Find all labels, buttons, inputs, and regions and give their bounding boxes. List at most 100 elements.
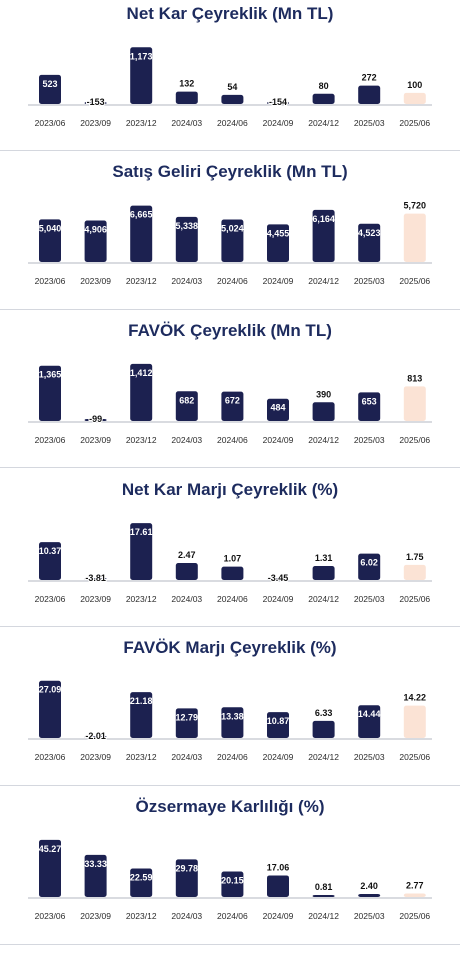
x-tick-label: 2024/09 <box>263 118 294 128</box>
bar <box>221 707 244 738</box>
bar <box>403 386 426 421</box>
bar <box>175 91 198 104</box>
bar <box>403 213 426 262</box>
chart-title: FAVÖK Çeyreklik (Mn TL) <box>128 321 332 340</box>
x-tick-label: 2025/06 <box>399 276 430 286</box>
bar <box>84 419 107 421</box>
data-label: 1,365 <box>39 370 62 380</box>
chart-panel-net-kar: Net Kar Çeyreklik (Mn TL) 523 2023/06 -153… <box>0 0 460 150</box>
data-label: 6.02 <box>360 558 378 568</box>
bar <box>312 895 335 897</box>
separator <box>0 944 460 945</box>
x-tick-label: 2024/09 <box>263 276 294 286</box>
x-tick-label: 2025/06 <box>399 435 430 445</box>
chart-panel-favok-marji: FAVÖK Marjı Çeyreklik (%) 27.09 2023/06 -2… <box>0 634 460 784</box>
data-label: 13.38 <box>221 711 244 721</box>
bar <box>84 102 107 104</box>
data-label: 4,455 <box>267 228 290 238</box>
x-tick-label: 2023/12 <box>126 435 157 445</box>
data-label: 29.78 <box>176 863 199 873</box>
data-label: 682 <box>179 395 194 405</box>
bar <box>39 839 61 897</box>
data-label: 2.40 <box>360 881 378 891</box>
x-tick-label: 2025/03 <box>354 752 385 762</box>
bar <box>358 85 381 104</box>
bar <box>267 578 289 580</box>
data-label: 1.07 <box>224 554 242 564</box>
bar <box>403 705 426 738</box>
data-label: 45.27 <box>39 844 62 854</box>
bar <box>84 220 107 262</box>
x-tick-label: 2023/09 <box>80 118 111 128</box>
data-label: -3.81 <box>85 573 106 583</box>
x-tick-label: 2023/12 <box>126 911 157 921</box>
bar <box>175 708 198 738</box>
data-label: 132 <box>179 79 194 89</box>
bar <box>221 219 244 262</box>
x-tick-label: 2024/09 <box>263 594 294 604</box>
data-label: -153 <box>87 97 105 107</box>
data-label: 6.33 <box>315 708 333 718</box>
x-tick-label: 2024/12 <box>308 911 339 921</box>
data-label: 14.44 <box>358 709 381 719</box>
bar <box>221 871 244 897</box>
bar <box>39 365 61 421</box>
bar <box>358 893 381 897</box>
data-label: 5,338 <box>176 221 199 231</box>
chart-title: Net Kar Marjı Çeyreklik (%) <box>121 480 339 499</box>
data-label: 54 <box>227 82 237 92</box>
bar <box>312 566 335 580</box>
bar <box>175 391 198 421</box>
bar <box>130 47 153 104</box>
x-tick-label: 2023/06 <box>35 435 66 445</box>
bar-chart-favok-marji: 27.09 2023/06 -2.01 2023/09 21.18 2023/12 12.7… <box>28 680 432 762</box>
data-label: 100 <box>407 80 422 90</box>
x-tick-label: 2024/06 <box>217 752 248 762</box>
data-label: 6,665 <box>130 210 153 220</box>
chart-title: Net Kar Çeyreklik (Mn TL) <box>126 4 334 23</box>
data-label: 33.33 <box>84 859 107 869</box>
chart-panel-net-kar-marji: Net Kar Marjı Çeyreklik (%) 10.37 2023/06… <box>0 476 460 626</box>
bar <box>403 893 426 897</box>
bar <box>312 209 335 262</box>
separator <box>0 785 460 786</box>
x-tick-label: 2023/06 <box>35 752 66 762</box>
separator <box>0 626 460 627</box>
bar <box>221 391 244 421</box>
bar <box>403 92 426 104</box>
x-tick-label: 2024/06 <box>217 911 248 921</box>
x-tick-label: 2023/06 <box>35 118 66 128</box>
data-label: 5,024 <box>221 224 244 234</box>
bar <box>130 363 153 421</box>
x-tick-label: 2024/06 <box>217 435 248 445</box>
data-label: 20.15 <box>221 876 244 886</box>
bar <box>130 523 153 580</box>
x-tick-label: 2024/12 <box>308 752 339 762</box>
bar <box>84 854 107 897</box>
bar <box>312 720 335 738</box>
x-tick-label: 2023/12 <box>126 752 157 762</box>
data-label: 272 <box>362 73 377 83</box>
bar <box>130 692 153 738</box>
data-label: 1,173 <box>130 51 153 61</box>
x-tick-label: 2023/12 <box>126 276 157 286</box>
data-label: 5,720 <box>404 201 427 211</box>
chart-title: FAVÖK Marjı Çeyreklik (%) <box>123 638 337 657</box>
data-label: 12.79 <box>176 712 199 722</box>
x-tick-label: 2024/12 <box>308 435 339 445</box>
separator <box>0 467 460 468</box>
bar <box>267 712 289 738</box>
bar-chart-net-kar-marji: 10.37 2023/06 -3.81 2023/09 17.61 2023/12 2.47… <box>28 523 432 604</box>
bar <box>221 566 244 580</box>
bar <box>267 224 289 262</box>
bar <box>84 736 107 738</box>
bar <box>267 398 289 421</box>
data-label: 6,164 <box>312 214 335 224</box>
x-tick-label: 2023/09 <box>80 435 111 445</box>
bar <box>358 392 381 421</box>
data-label: 5,040 <box>39 223 62 233</box>
data-label: 10.37 <box>39 546 62 556</box>
bar-chart-net-kar: 523 2023/06 -153 2023/09 1,173 2023/12 132 2024… <box>28 47 432 128</box>
x-tick-label: 2024/09 <box>263 911 294 921</box>
bar-chart-favok: 1,365 2023/06 -99 2023/09 1,412 2023/12 682 202… <box>28 363 432 445</box>
